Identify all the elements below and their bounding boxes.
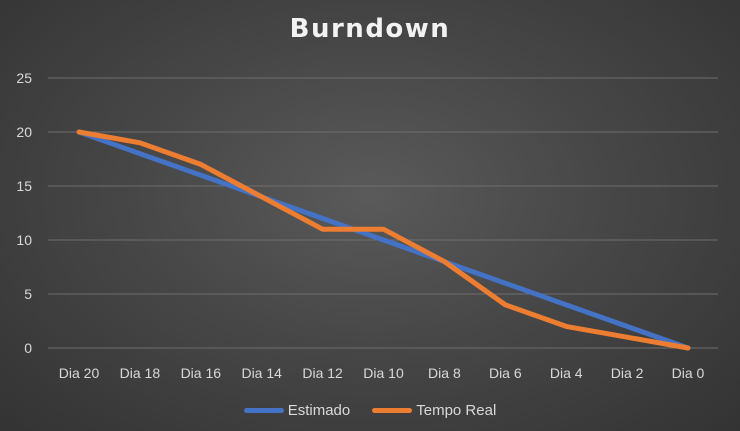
x-tick-label: Dia 2 bbox=[611, 365, 644, 381]
legend: Estimado Tempo Real bbox=[0, 402, 740, 419]
x-tick-label: Dia 8 bbox=[428, 365, 461, 381]
legend-swatch bbox=[372, 408, 413, 413]
y-tick-label: 10 bbox=[16, 232, 32, 248]
x-tick-label: Dia 18 bbox=[120, 365, 161, 381]
x-tick-label: Dia 12 bbox=[302, 365, 343, 381]
legend-item: Tempo Real bbox=[372, 402, 496, 419]
legend-label: Estimado bbox=[287, 402, 351, 419]
legend-label: Tempo Real bbox=[416, 402, 497, 419]
legend-item: Estimado bbox=[243, 402, 351, 419]
x-tick-label: Dia 14 bbox=[241, 365, 282, 381]
y-tick-label: 20 bbox=[16, 124, 32, 140]
x-tick-label: Dia 0 bbox=[672, 365, 705, 381]
y-tick-label: 25 bbox=[16, 70, 32, 86]
legend-swatch bbox=[243, 408, 284, 413]
x-tick-label: Dia 6 bbox=[489, 365, 522, 381]
x-tick-label: Dia 4 bbox=[550, 365, 583, 381]
y-tick-label: 0 bbox=[24, 340, 32, 356]
gridlines bbox=[48, 77, 718, 349]
y-axis-ticks: 0 5 10 15 20 25 bbox=[16, 70, 32, 356]
x-tick-label: Dia 10 bbox=[363, 365, 404, 381]
x-axis-ticks: Dia 20 Dia 18 Dia 16 Dia 14 Dia 12 Dia 10 Dia … bbox=[59, 365, 705, 381]
x-tick-label: Dia 16 bbox=[181, 365, 222, 381]
series-lines bbox=[76, 129, 691, 351]
series-line-tempo-real bbox=[76, 129, 691, 351]
x-tick-label: Dia 20 bbox=[59, 365, 100, 381]
y-tick-label: 15 bbox=[16, 178, 32, 194]
y-tick-label: 5 bbox=[24, 286, 32, 302]
series-line-estimado bbox=[76, 129, 691, 351]
chart-title: Burndown bbox=[289, 14, 451, 44]
